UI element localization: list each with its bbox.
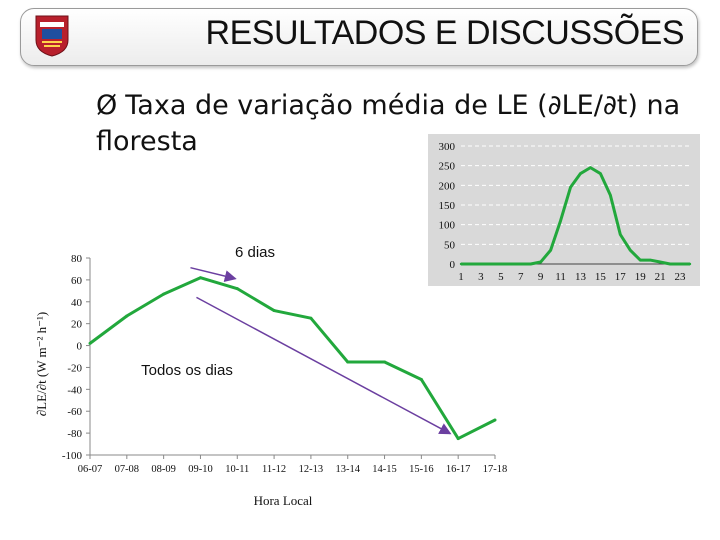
data-point: [383, 360, 387, 364]
x-tick-label: 17-18: [483, 464, 508, 475]
main-tick-labels: -100 -80 -60 -40 -20 0 20 40 60 80 06-07 07-08 08-09…: [62, 253, 507, 475]
annotation-label-todos-os-dias: Todos os dias: [141, 362, 233, 379]
y-tick-label: 80: [71, 253, 83, 265]
annotation-label-6-dias: 6 dias: [235, 244, 275, 261]
x-tick-label: 09-10: [188, 464, 213, 475]
annotation-arrow-todos-os-dias: [196, 296, 452, 435]
title-banner: [20, 8, 698, 66]
y-tick-label: -100: [62, 450, 83, 462]
bullet-text: Ø Taxa de variação média de LE (∂LE/∂t) n…: [96, 88, 696, 160]
data-point: [493, 418, 497, 422]
y-tick-label: -20: [67, 362, 82, 374]
x-tick-label: 14-15: [372, 464, 397, 475]
y-tick-label: -80: [67, 428, 82, 440]
bullet-line-1: Taxa de variação média de LE (∂LE/∂t) na: [125, 90, 681, 121]
x-tick-label: 06-07: [78, 464, 103, 475]
main-axes: [86, 257, 496, 459]
annotation-arrow-6-dias: [190, 266, 237, 282]
x-axis-label: Hora Local: [254, 493, 313, 508]
x-tick-label: 07-08: [115, 464, 140, 475]
bullet-line-2: floresta: [96, 126, 198, 157]
data-point: [88, 341, 92, 345]
main-series: [88, 276, 497, 441]
data-point: [309, 316, 313, 320]
y-axis-label: ∂LE/∂t (W m⁻² h⁻¹): [34, 312, 49, 417]
series-line: [89, 276, 496, 441]
y-tick-label: 20: [71, 319, 83, 331]
y-tick-label: 40: [71, 297, 83, 309]
bullet-marker: Ø: [96, 90, 118, 121]
y-tick-label: 60: [71, 275, 83, 287]
page-title: RESULTADOS E DISCUSSÕES: [205, 14, 685, 52]
x-tick-label: 08-09: [151, 464, 176, 475]
x-tick-label: 10-11: [225, 464, 249, 475]
data-point: [235, 287, 239, 291]
y-tick-label: -40: [67, 384, 82, 396]
x-tick-label: 13-14: [335, 464, 360, 475]
y-tick-label: -60: [67, 406, 82, 418]
data-point: [272, 309, 276, 313]
x-tick-label: 15-16: [409, 464, 434, 475]
x-tick-label: 12-13: [299, 464, 324, 475]
data-point: [125, 314, 129, 318]
data-point: [162, 292, 166, 296]
main-annotations: 6 dias Todos os dias: [141, 244, 452, 435]
x-tick-label: 11-12: [262, 464, 286, 475]
university-crest-logo: [35, 15, 69, 57]
data-point: [456, 437, 460, 441]
data-point: [419, 377, 423, 381]
data-point: [198, 276, 202, 280]
y-tick-label: 0: [77, 341, 83, 353]
data-point: [346, 360, 350, 364]
x-tick-label: 16-17: [446, 464, 471, 475]
